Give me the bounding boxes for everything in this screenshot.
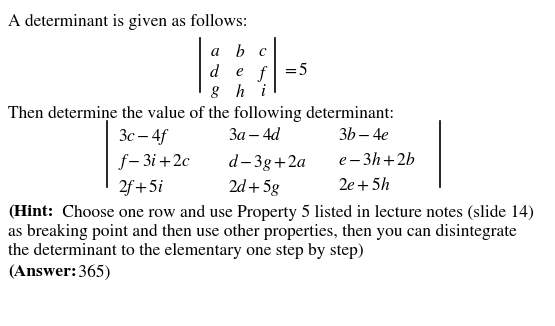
Text: $= 5$: $= 5$	[282, 62, 309, 79]
Text: $c$: $c$	[258, 44, 268, 60]
Text: $3a-4d$: $3a-4d$	[228, 127, 282, 144]
Text: $3c-4f$: $3c-4f$	[118, 127, 169, 147]
Text: $h$: $h$	[235, 84, 245, 101]
Text: $2e+5h$: $2e+5h$	[338, 177, 390, 194]
Text: $a$: $a$	[210, 44, 220, 60]
Text: $d$: $d$	[209, 64, 220, 81]
Text: $e-3h+2b$: $e-3h+2b$	[338, 152, 416, 169]
Text: $b$: $b$	[235, 44, 245, 61]
Text: $2d+5g$: $2d+5g$	[228, 177, 281, 198]
Text: $f$: $f$	[257, 64, 269, 84]
Text: Then determine the value of the following determinant:: Then determine the value of the followin…	[8, 106, 394, 122]
Text: $f-3i+2c$: $f-3i+2c$	[118, 152, 191, 172]
Text: Choose one row and use Property 5 listed in lecture notes (slide 14): Choose one row and use Property 5 listed…	[58, 205, 534, 221]
Text: as breaking point and then use other properties, then you can disintegrate: as breaking point and then use other pro…	[8, 224, 517, 240]
Text: $g$: $g$	[210, 84, 220, 100]
Text: 365): 365)	[74, 265, 110, 281]
Text: $d-3g+2a$: $d-3g+2a$	[228, 152, 307, 173]
Text: A determinant is given as follows:: A determinant is given as follows:	[8, 14, 248, 30]
Text: $2f+5i$: $2f+5i$	[118, 177, 164, 198]
Text: $e$: $e$	[235, 64, 245, 80]
Text: $i$: $i$	[260, 84, 266, 100]
Text: (Answer:: (Answer:	[8, 265, 77, 280]
Text: (Hint:: (Hint:	[8, 205, 53, 220]
Text: the determinant to the elementary one step by step): the determinant to the elementary one st…	[8, 243, 364, 259]
Text: $3b-4e$: $3b-4e$	[338, 127, 390, 144]
